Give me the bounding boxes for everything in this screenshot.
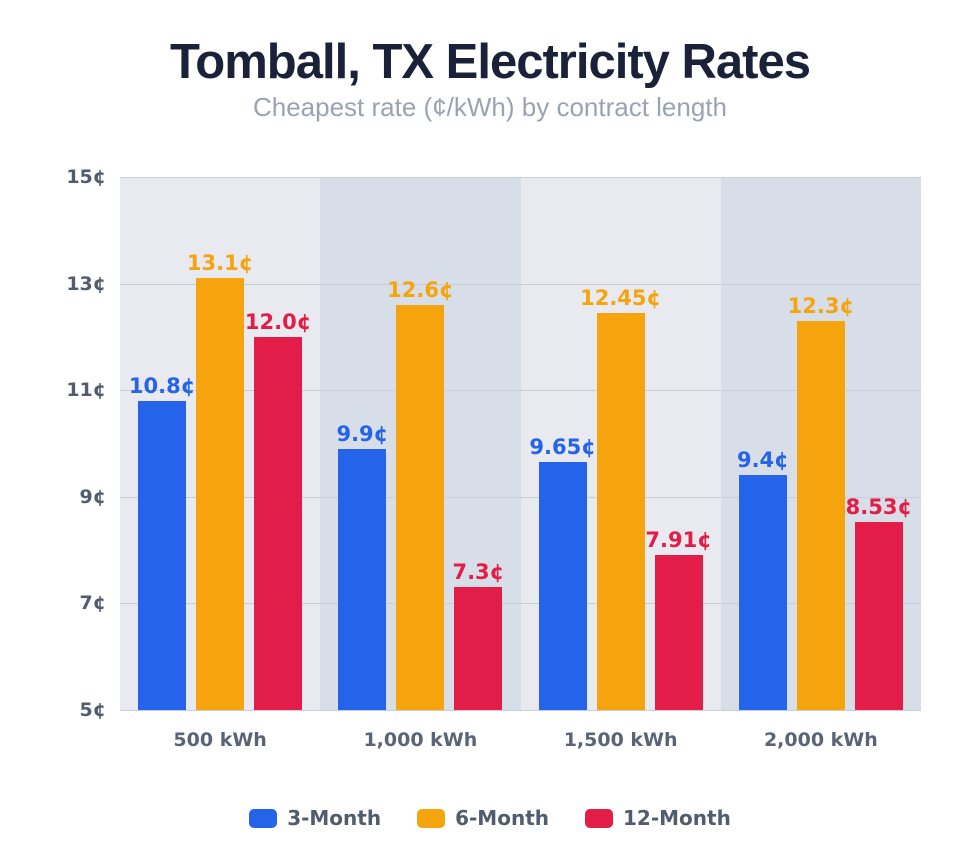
x-tick-label: 2,000 kWh: [763, 729, 878, 751]
bar-3-month-1500kWh: [538, 462, 587, 710]
chart-title: Tomball, TX Electricity Rates: [170, 35, 811, 89]
y-tick-label: 11¢: [66, 379, 106, 402]
bar-6-month-1500kWh: [596, 312, 645, 710]
bar-value-label: 9.65¢: [529, 435, 596, 460]
bar-value-label: 7.3¢: [452, 560, 505, 585]
x-tick-label: 500 kWh: [173, 729, 267, 751]
bar-3-month-1000kWh: [338, 448, 387, 710]
gridline: [120, 710, 921, 711]
legend-item-6-month: 6-Month: [417, 806, 549, 830]
bar-12-month-1500kWh: [654, 554, 703, 710]
bar-value-label: 12.45¢: [580, 285, 662, 310]
bar-12-month-500kWh: [254, 336, 303, 710]
legend-label: 6-Month: [455, 806, 549, 830]
legend-swatch-icon: [417, 808, 446, 828]
gridline: [120, 496, 921, 498]
bar-6-month-1000kWh: [396, 304, 445, 710]
legend-item-3-month: 3-Month: [249, 806, 381, 830]
gridline: [120, 283, 921, 285]
gridline: [120, 390, 921, 392]
gridline: [120, 603, 921, 605]
bar-value-label: 12.3¢: [787, 293, 855, 318]
bar-value-label: 13.1¢: [186, 251, 254, 276]
legend-label: 12-Month: [623, 806, 731, 830]
bar-12-month-2000kWh: [854, 521, 903, 710]
y-tick-label: 7¢: [79, 592, 106, 615]
bar-value-label: 12.6¢: [387, 277, 454, 302]
plot-area: 10.8¢ 13.1¢ 12.0¢ 9.9¢ 12.6¢ 7.3¢ 9.65¢ 12.45¢ 7…: [120, 177, 921, 711]
x-tick-label: 1,000 kWh: [363, 729, 478, 751]
legend-item-12-month: 12-Month: [585, 806, 731, 830]
chart-subtitle: Cheapest rate (¢/kWh) by contract length: [252, 92, 727, 122]
bar-12-month-1000kWh: [454, 587, 503, 710]
legend-swatch-icon: [249, 808, 278, 828]
y-tick-label: 5¢: [79, 699, 106, 721]
legend-swatch-icon: [585, 808, 613, 828]
bar-value-label: 8.53¢: [845, 494, 913, 519]
y-tick-label: 15¢: [66, 166, 106, 188]
legend-label: 3-Month: [287, 806, 382, 830]
bar-6-month-500kWh: [196, 278, 245, 710]
bar-3-month-500kWh: [138, 400, 187, 710]
bar-3-month-2000kWh: [738, 475, 787, 710]
legend: 3-Month 6-Month 12-Month: [0, 799, 980, 837]
bar-value-label: 12.0¢: [244, 309, 312, 334]
bar-6-month-2000kWh: [796, 320, 845, 710]
y-tick-label: 13¢: [66, 272, 106, 295]
bar-value-label: 7.91¢: [645, 527, 712, 552]
bar-value-label: 9.4¢: [736, 448, 789, 473]
gridline: [120, 177, 921, 178]
y-tick-label: 9¢: [79, 485, 106, 508]
bar-value-label: 10.8¢: [128, 373, 196, 398]
bar-value-label: 9.9¢: [336, 421, 389, 446]
x-tick-label: 1,500 kWh: [563, 729, 678, 751]
